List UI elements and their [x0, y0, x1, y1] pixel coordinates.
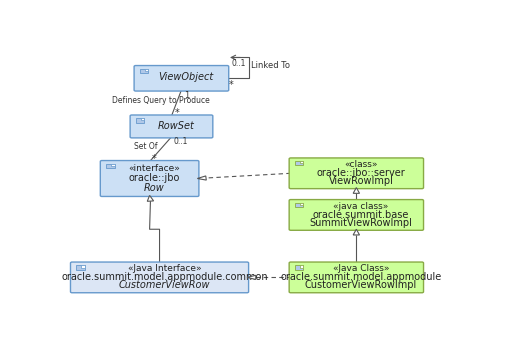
Text: «java class»: «java class» [333, 201, 389, 211]
Text: ViewRowImpl: ViewRowImpl [329, 176, 393, 186]
Polygon shape [353, 188, 360, 193]
Text: Defines Query to Produce: Defines Query to Produce [112, 96, 210, 105]
Bar [300, 203, 304, 205]
Bar [294, 265, 304, 270]
Text: 0..1: 0..1 [173, 137, 188, 146]
Text: oracle::jbo: oracle::jbo [129, 173, 180, 183]
Text: «class»: «class» [344, 160, 378, 169]
Text: oracle::jbo::server: oracle::jbo::server [317, 168, 405, 178]
Text: Set Of: Set Of [134, 142, 157, 151]
Text: *: * [228, 80, 233, 90]
Text: RowSet: RowSet [158, 121, 194, 131]
Text: CustomerViewRow: CustomerViewRow [119, 281, 210, 290]
Bar [141, 118, 145, 120]
Text: oracle.summit.model.appmodule.common: oracle.summit.model.appmodule.common [61, 272, 268, 282]
Text: 1: 1 [184, 91, 189, 100]
Text: *: * [174, 108, 179, 118]
Text: «Java Class»: «Java Class» [333, 264, 389, 273]
Text: oracle.summit.model.appmodule: oracle.summit.model.appmodule [281, 272, 442, 282]
Bar [76, 265, 85, 270]
Text: «Java Interface»: «Java Interface» [128, 264, 201, 273]
Text: «interface»: «interface» [128, 164, 180, 173]
Polygon shape [147, 195, 153, 201]
Text: *: * [152, 154, 156, 164]
Bar [300, 265, 304, 267]
Bar [294, 203, 304, 207]
Bar [300, 161, 304, 163]
FancyBboxPatch shape [70, 262, 249, 293]
Text: Linked To: Linked To [251, 61, 290, 70]
Bar [145, 69, 148, 71]
Bar [111, 164, 114, 166]
FancyBboxPatch shape [130, 115, 213, 138]
Bar [106, 164, 114, 168]
Text: 0..1: 0..1 [231, 59, 246, 69]
FancyBboxPatch shape [101, 161, 199, 196]
Bar [81, 265, 85, 267]
Text: ViewObject: ViewObject [159, 72, 214, 82]
FancyBboxPatch shape [289, 199, 424, 230]
Polygon shape [247, 275, 256, 280]
Text: SummitViewRowImpl: SummitViewRowImpl [310, 218, 412, 228]
Bar [294, 161, 304, 166]
Text: Row: Row [144, 183, 165, 193]
Polygon shape [198, 176, 206, 180]
FancyBboxPatch shape [289, 262, 424, 293]
FancyBboxPatch shape [289, 158, 424, 189]
FancyBboxPatch shape [134, 66, 229, 91]
Bar [140, 69, 148, 73]
Bar [135, 118, 145, 123]
Text: CustomerViewRowImpl: CustomerViewRowImpl [305, 281, 417, 290]
Polygon shape [353, 229, 360, 235]
Text: oracle.summit.base: oracle.summit.base [313, 210, 409, 219]
